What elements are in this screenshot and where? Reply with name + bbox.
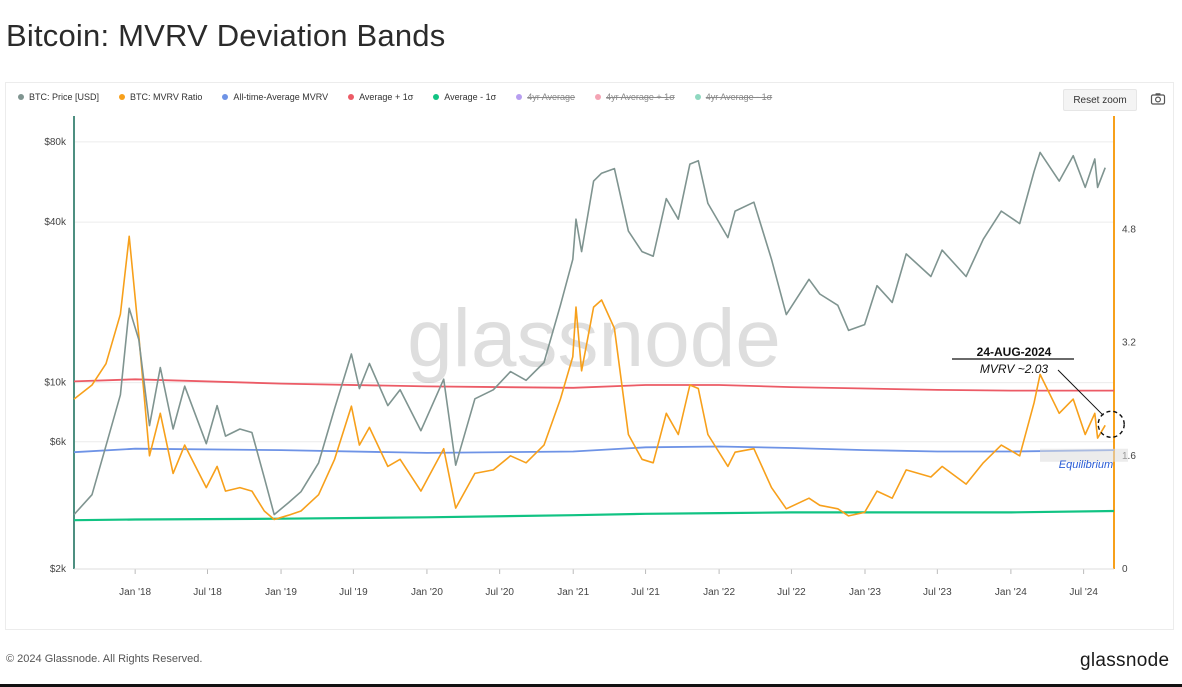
y-left-tick-label: $6k xyxy=(50,437,67,448)
x-tick-label: Jan '21 xyxy=(557,587,589,598)
annotation-mvrv: MVRV ~2.03 xyxy=(980,362,1048,376)
legend-dot-icon xyxy=(595,94,602,100)
copyright-text: © 2024 Glassnode. All Rights Reserved. xyxy=(6,653,203,665)
legend-item-mvrv-ratio[interactable]: BTC: MVRV Ratio xyxy=(119,92,202,102)
mvrv-chart[interactable]: glassnode $2k$6k$10k$40k$80k01.63.24.8Ja… xyxy=(0,0,1182,640)
legend-label: All-time-Average MVRV xyxy=(233,92,329,102)
chart-legend: BTC: Price [USD] BTC: MVRV Ratio All-tim… xyxy=(18,90,792,104)
x-tick-label: Jan '24 xyxy=(995,587,1027,598)
legend-dot-icon xyxy=(516,94,523,100)
legend-item-average-plus-sigma[interactable]: Average + 1σ xyxy=(348,92,413,102)
legend-label: BTC: Price [USD] xyxy=(29,92,100,102)
x-tick-label: Jul '21 xyxy=(631,587,660,598)
chart-frame xyxy=(5,82,1174,630)
legend-item-4yr-average[interactable]: 4yr Average xyxy=(516,92,575,102)
annotation-equilibrium: Equilibrium xyxy=(1059,459,1113,471)
x-tick-label: Jul '20 xyxy=(485,587,514,598)
legend-item-4yr-average-plus-sigma[interactable]: 4yr Average + 1σ xyxy=(595,92,675,102)
annotation-pointer xyxy=(1057,369,1104,416)
y-right-tick-label: 4.8 xyxy=(1122,224,1136,235)
x-tick-label: Jul '24 xyxy=(1069,587,1098,598)
legend-label: BTC: MVRV Ratio xyxy=(130,92,203,102)
x-tick-label: Jan '20 xyxy=(411,587,443,598)
annotation-layer: 24-AUG-2024 MVRV ~2.03 Equilibrium xyxy=(952,345,1128,471)
legend-label: 4yr Average - 1σ xyxy=(705,92,773,102)
legend-label: Average + 1σ xyxy=(359,92,414,102)
legend-item-all-time-average[interactable]: All-time-Average MVRV xyxy=(222,92,328,102)
x-tick-label: Jul '19 xyxy=(339,587,368,598)
legend-dot-icon xyxy=(18,94,24,100)
camera-icon[interactable] xyxy=(1150,91,1166,107)
equilibrium-highlight xyxy=(1040,448,1128,462)
legend-dot-icon xyxy=(433,94,440,100)
highlight-circle xyxy=(1097,410,1125,439)
legend-dot-icon xyxy=(222,94,229,100)
average-plus-sigma-line[interactable] xyxy=(73,378,1114,392)
legend-dot-icon xyxy=(348,94,355,100)
x-tick-label: Jul '23 xyxy=(923,587,952,598)
legend-dot-icon xyxy=(694,94,701,100)
brand-logo: glassnode xyxy=(1080,650,1170,671)
annotation-date: 24-AUG-2024 xyxy=(977,345,1052,359)
y-left-tick-label: $10k xyxy=(44,378,67,389)
y-right-tick-label: 3.2 xyxy=(1122,338,1136,349)
y-left-tick-label: $80k xyxy=(44,137,67,148)
y-left-tick-label: $40k xyxy=(44,217,67,228)
average-minus-sigma-line[interactable] xyxy=(73,509,1115,522)
legend-item-4yr-average-minus-sigma[interactable]: 4yr Average - 1σ xyxy=(694,92,773,102)
y-right-tick-label: 1.6 xyxy=(1122,451,1136,462)
y-right-tick-label: 0 xyxy=(1122,564,1128,575)
x-tick-label: Jan '19 xyxy=(265,587,297,598)
page-title: Bitcoin: MVRV Deviation Bands xyxy=(6,18,446,53)
x-tick-label: Jan '23 xyxy=(849,587,881,598)
mvrv-ratio-line[interactable] xyxy=(73,235,1106,521)
reset-zoom-button[interactable]: Reset zoom xyxy=(1063,89,1137,111)
legend-item-btc-price[interactable]: BTC: Price [USD] xyxy=(18,92,99,102)
y-left-tick-label: $2k xyxy=(50,564,67,575)
btc-price-line[interactable] xyxy=(73,151,1106,516)
x-tick-label: Jul '22 xyxy=(777,587,806,598)
x-tick-label: Jan '18 xyxy=(119,587,151,598)
x-tick-label: Jan '22 xyxy=(703,587,735,598)
legend-dot-icon xyxy=(119,94,126,100)
axes-layer: $2k $6k $10k $40k $80k 0 1.6 3.2 4.8 Jan '18 Jul '… xyxy=(44,116,1136,598)
x-tick-label: Jul '18 xyxy=(193,587,222,598)
legend-label: Average - 1σ xyxy=(444,92,497,102)
legend-item-average-minus-sigma[interactable]: Average - 1σ xyxy=(433,92,496,102)
bottom-rule xyxy=(0,684,1182,687)
all-time-average-line[interactable] xyxy=(73,445,1115,454)
legend-label: 4yr Average xyxy=(527,92,576,102)
series-layer xyxy=(73,151,1115,522)
legend-label: 4yr Average + 1σ xyxy=(606,92,675,102)
